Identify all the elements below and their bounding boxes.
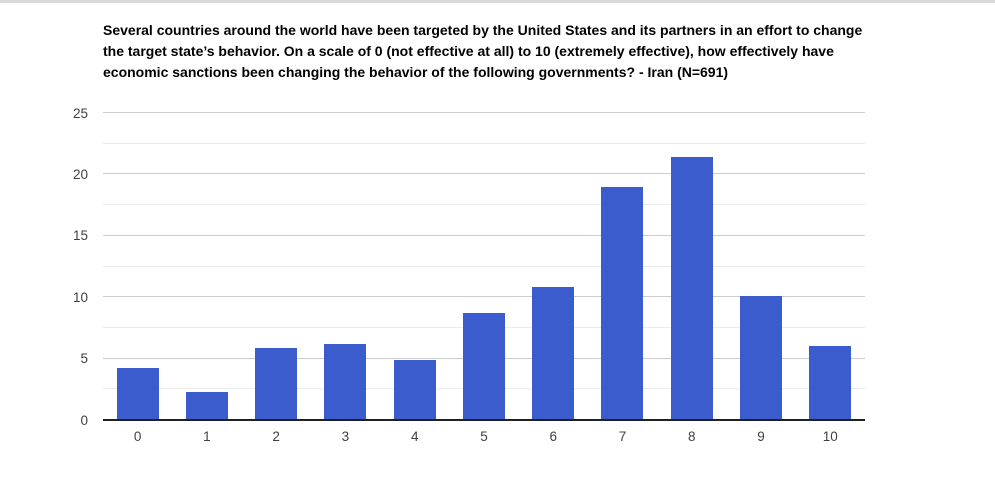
bar-band	[796, 113, 865, 420]
bar-3[interactable]	[324, 343, 367, 420]
bar-band	[588, 113, 657, 420]
bar-band	[657, 113, 726, 420]
bar-6[interactable]	[532, 287, 575, 420]
major-gridline	[103, 173, 865, 175]
bar-9[interactable]	[740, 295, 783, 420]
x-tick-label: 10	[822, 429, 838, 444]
x-tick-label: 5	[480, 429, 488, 444]
y-tick-label: 15	[72, 228, 88, 244]
major-gridline	[103, 112, 865, 113]
bar-band	[519, 113, 588, 420]
bars	[103, 113, 865, 420]
bar-10[interactable]	[809, 346, 852, 420]
bar-band	[242, 113, 311, 420]
bar-8[interactable]	[670, 157, 713, 420]
minor-gridline	[103, 204, 865, 206]
x-tick-label: 6	[549, 429, 557, 444]
plot-area	[103, 112, 865, 421]
x-tick-label: 7	[618, 429, 627, 444]
bar-2[interactable]	[255, 347, 298, 420]
y-tick-label: 25	[72, 105, 88, 121]
x-tick-label: 0	[133, 429, 142, 444]
x-axis-labels: 0 1 2 3 4 5 6 7 8 9 10	[103, 429, 865, 444]
y-axis-labels: 0 5 10 15 20 25	[40, 106, 88, 426]
x-tick-label: 8	[688, 429, 696, 444]
major-gridline	[103, 234, 865, 236]
bar-band	[726, 113, 795, 420]
bar-0[interactable]	[116, 368, 159, 420]
minor-gridline	[103, 142, 865, 144]
x-tick-label: 1	[203, 429, 211, 444]
x-axis-line	[103, 419, 865, 421]
bar-5[interactable]	[462, 313, 505, 420]
x-tick-label: 2	[272, 429, 280, 444]
bar-7[interactable]	[601, 186, 644, 420]
y-tick-label: 0	[80, 412, 88, 428]
bar-4[interactable]	[393, 359, 436, 420]
chart-title: Several countries around the world have …	[103, 22, 863, 80]
x-tick-label: 3	[341, 429, 350, 444]
y-tick-label: 5	[80, 350, 88, 366]
bar-band	[449, 113, 518, 420]
bar-band	[380, 113, 449, 420]
major-gridline	[103, 296, 865, 298]
x-tick-label: 4	[410, 429, 419, 444]
top-border-line	[0, 0, 995, 3]
bar-1[interactable]	[185, 391, 228, 420]
y-tick-label: 20	[72, 166, 88, 182]
x-tick-label: 9	[757, 429, 765, 444]
minor-gridline	[103, 265, 865, 267]
y-tick-label: 10	[72, 289, 88, 305]
bar-band	[172, 113, 241, 420]
bar-band	[311, 113, 380, 420]
bar-band	[103, 113, 172, 420]
